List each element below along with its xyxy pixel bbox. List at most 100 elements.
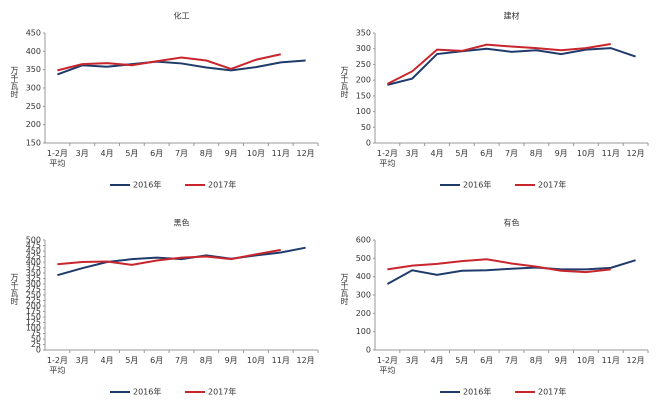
series-line <box>57 248 281 266</box>
x-tick-label: 9月 <box>554 356 568 365</box>
series-line <box>57 59 306 76</box>
x-tick-label: 12月 <box>296 356 315 365</box>
x-tick-label: 5月 <box>455 149 469 158</box>
y-axis-label: 万千瓦时 <box>10 273 19 305</box>
x-tick-label: 1-2月 平均 <box>376 356 398 375</box>
y-tick-label: 100 <box>356 107 371 116</box>
y-tick-label: 200 <box>356 309 371 318</box>
x-tick-label: 1-2月 平均 <box>46 356 68 375</box>
y-tick-label: 75 <box>31 329 41 338</box>
chart-title: 有色 <box>504 218 520 228</box>
y-tick-label: 325 <box>26 274 41 283</box>
y-axis-label: 万千瓦时 <box>340 66 349 98</box>
y-tick-label: 150 <box>26 139 41 148</box>
x-tick-label: 9月 <box>224 149 238 158</box>
x-tick-label: 3月 <box>75 356 89 365</box>
x-tick-label: 3月 <box>405 149 419 158</box>
y-tick-label: 200 <box>26 120 41 129</box>
x-tick-label: 11月 <box>271 356 290 365</box>
legend-label: 2017年 <box>538 180 566 190</box>
y-tick-label: 450 <box>26 247 41 256</box>
series-line <box>386 259 636 285</box>
x-tick-label: 9月 <box>554 149 568 158</box>
x-tick-label: 10月 <box>576 356 596 365</box>
x-tick-label: 10月 <box>246 149 266 158</box>
x-tick-label: 6月 <box>150 356 164 365</box>
x-tick-label: 4月 <box>430 149 444 158</box>
x-tick-label: 5月 <box>455 356 469 365</box>
y-tick-label: 350 <box>26 65 41 74</box>
chart-title: 建材 <box>504 11 520 21</box>
x-tick-label: 6月 <box>150 149 164 158</box>
x-tick-label: 10月 <box>246 356 266 365</box>
y-tick-label: 0 <box>366 346 371 355</box>
y-tick-label: 100 <box>356 327 371 336</box>
y-tick-label: 300 <box>26 280 41 289</box>
x-tick-label: 4月 <box>100 356 114 365</box>
x-tick-label: 4月 <box>430 356 444 365</box>
y-tick-label: 50 <box>31 335 41 344</box>
y-tick-label: 0 <box>36 346 41 355</box>
x-tick-label: 6月 <box>480 149 494 158</box>
series-line <box>387 258 611 274</box>
x-tick-label: 7月 <box>504 149 519 158</box>
series-line <box>57 53 281 72</box>
y-tick-label: 300 <box>356 291 371 300</box>
y-tick-label: 225 <box>26 296 41 305</box>
y-tick-label: 275 <box>26 285 41 294</box>
legend-label: 2016年 <box>133 387 161 397</box>
y-tick-label: 475 <box>26 241 41 250</box>
x-tick-label: 8月 <box>199 149 213 158</box>
y-tick-label: 350 <box>356 29 371 38</box>
legend-label: 2017年 <box>208 387 236 397</box>
legend-label: 2016年 <box>463 180 491 190</box>
x-tick-label: 10月 <box>576 149 596 158</box>
y-tick-label: 250 <box>356 60 371 69</box>
y-tick-label: 350 <box>26 269 41 278</box>
y-tick-label: 200 <box>356 76 371 85</box>
y-tick-label: 375 <box>26 263 41 272</box>
x-tick-label: 9月 <box>224 356 238 365</box>
x-tick-label: 7月 <box>174 149 189 158</box>
legend-label: 2017年 <box>208 180 236 190</box>
chart-title: 化工 <box>174 11 190 21</box>
series-line <box>387 47 636 86</box>
x-tick-label: 8月 <box>199 356 213 365</box>
series-line <box>57 246 306 277</box>
x-tick-label: 1-2月 平均 <box>376 149 398 168</box>
x-tick-label: 11月 <box>601 149 620 158</box>
x-tick-label: 11月 <box>271 149 290 158</box>
y-tick-label: 500 <box>356 254 371 263</box>
y-tick-label: 300 <box>356 44 371 53</box>
series-line <box>386 43 611 85</box>
x-tick-label: 8月 <box>529 149 543 158</box>
x-tick-label: 3月 <box>75 149 89 158</box>
x-tick-label: 12月 <box>296 149 315 158</box>
x-tick-label: 12月 <box>626 149 645 158</box>
y-tick-label: 100 <box>26 324 41 333</box>
y-tick-label: 175 <box>26 307 41 316</box>
chart-title: 黑色 <box>174 218 190 228</box>
y-tick-label: 0 <box>366 139 371 148</box>
y-tick-label: 150 <box>26 313 41 322</box>
y-tick-label: 250 <box>26 291 41 300</box>
y-tick-label: 400 <box>356 272 371 281</box>
y-tick-label: 300 <box>26 84 41 93</box>
y-tick-label: 425 <box>26 252 41 261</box>
x-tick-label: 7月 <box>174 356 189 365</box>
x-tick-label: 5月 <box>125 149 139 158</box>
x-tick-label: 1-2月 平均 <box>46 149 68 168</box>
y-tick-label: 150 <box>356 91 371 100</box>
y-tick-label: 500 <box>26 236 41 245</box>
y-tick-label: 25 <box>31 340 41 349</box>
y-tick-label: 450 <box>26 29 41 38</box>
x-tick-label: 7月 <box>504 356 519 365</box>
y-axis-label: 万千瓦时 <box>10 66 19 98</box>
y-tick-label: 250 <box>26 102 41 111</box>
x-tick-label: 3月 <box>405 356 419 365</box>
legend-label: 2017年 <box>538 387 566 397</box>
x-tick-label: 12月 <box>626 356 645 365</box>
x-tick-label: 4月 <box>100 149 114 158</box>
